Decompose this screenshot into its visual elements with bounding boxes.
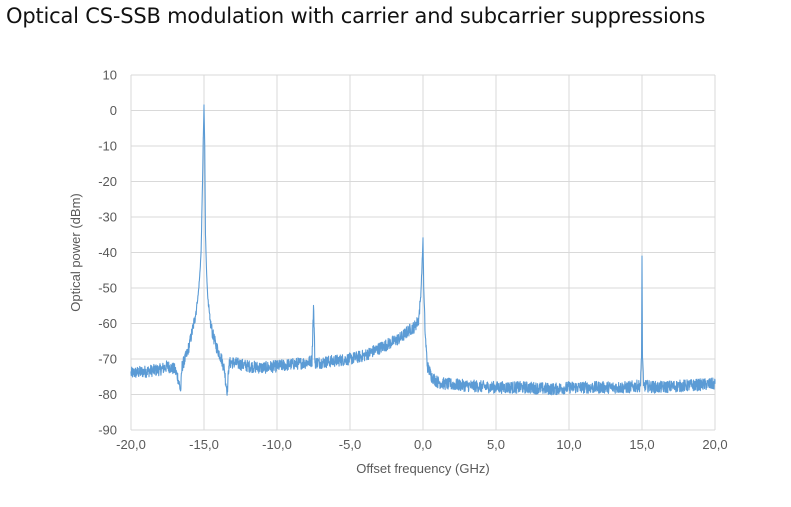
y-tick-label: -90 [98, 423, 117, 438]
y-tick-label: -80 [98, 387, 117, 402]
x-tick-label: 0,0 [414, 437, 432, 452]
spectrum-series-line [130, 104, 716, 396]
y-tick-label: -40 [98, 245, 117, 260]
y-tick-label: 0 [110, 103, 117, 118]
x-tick-label: 20,0 [702, 437, 727, 452]
y-tick-label: -30 [98, 210, 117, 225]
x-tick-label: -15,0 [189, 437, 219, 452]
chart-title: Optical CS-SSB modulation with carrier a… [6, 4, 706, 28]
y-tick-label: -50 [98, 281, 117, 296]
x-tick-label: 10,0 [556, 437, 581, 452]
y-tick-label: -20 [98, 174, 117, 189]
x-tick-label: 15,0 [629, 437, 654, 452]
y-tick-label: -60 [98, 316, 117, 331]
x-tick-label: -20,0 [116, 437, 146, 452]
y-tick-label: -10 [98, 139, 117, 154]
x-tick-label: -5,0 [339, 437, 361, 452]
y-tick-label: -70 [98, 352, 117, 367]
y-axis-title: Optical power (dBm) [68, 193, 83, 311]
y-tick-label: 10 [103, 68, 117, 83]
x-tick-label: 5,0 [487, 437, 505, 452]
x-axis-title: Offset frequency (GHz) [356, 461, 489, 476]
x-tick-label: -10,0 [262, 437, 292, 452]
